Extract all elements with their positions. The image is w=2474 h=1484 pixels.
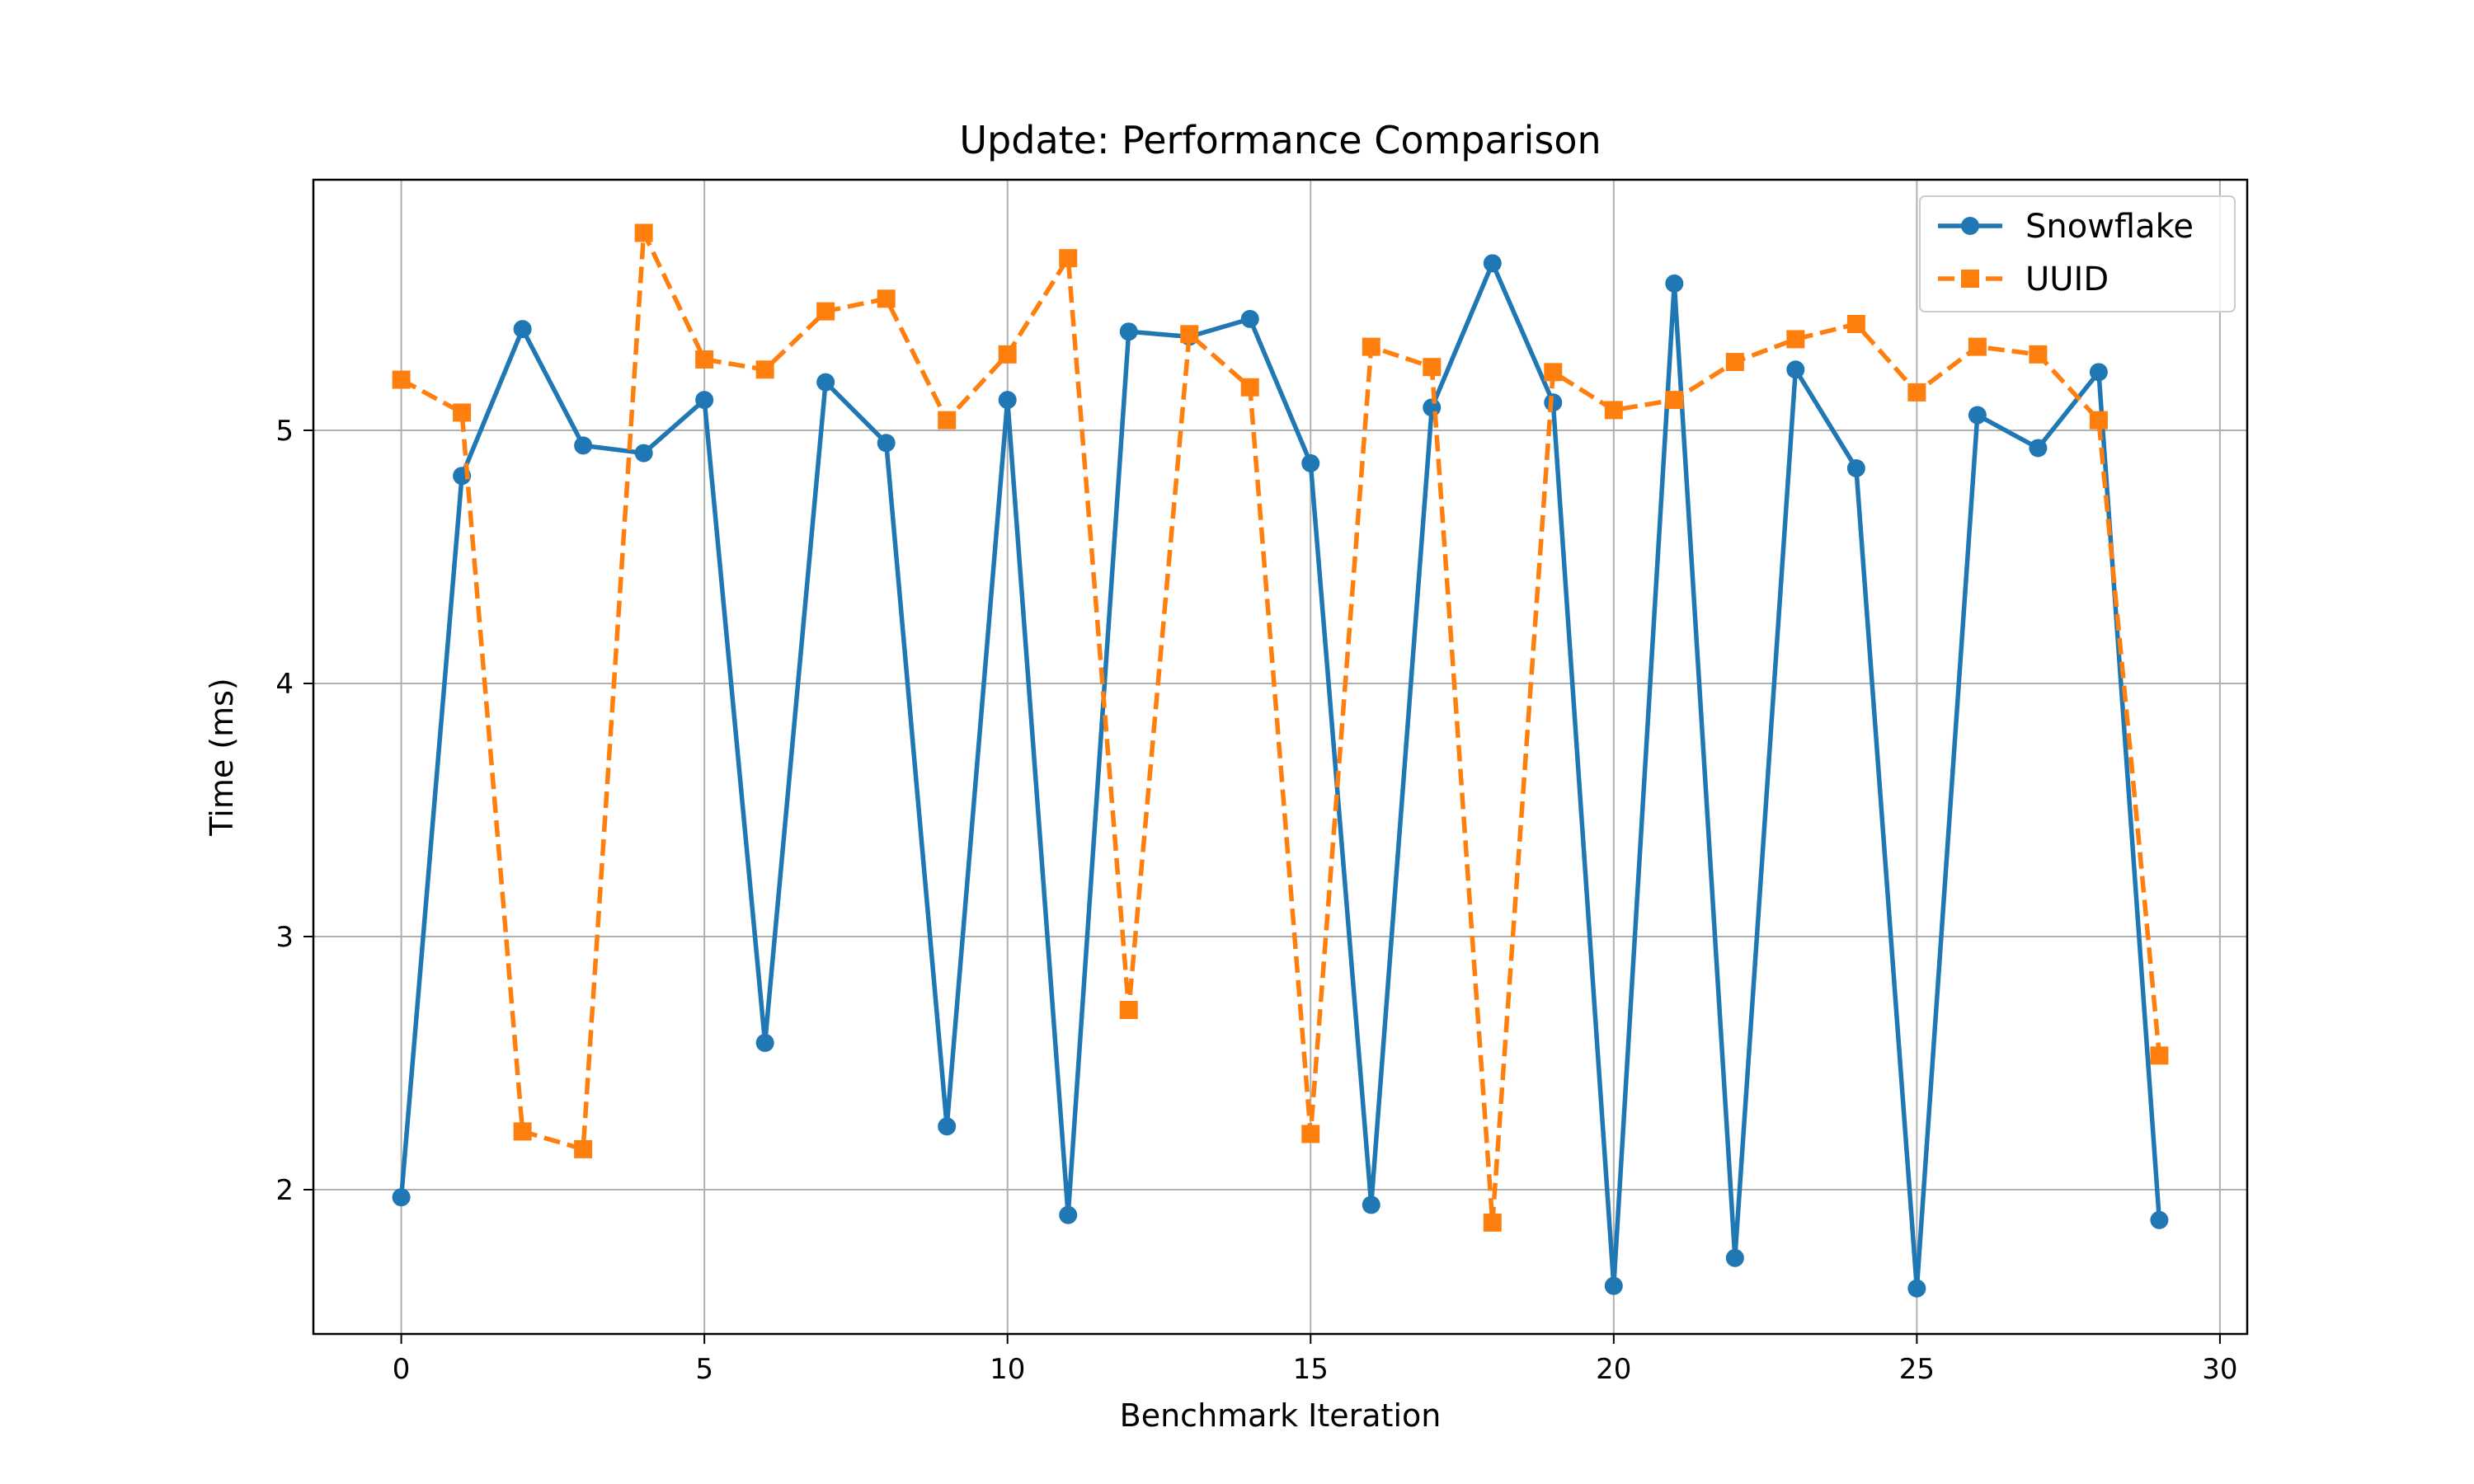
x-tick-label: 15: [1293, 1353, 1329, 1386]
data-point-uuid: [634, 223, 653, 242]
data-point-snowflake: [1119, 322, 1138, 341]
y-tick-label: 4: [275, 668, 294, 701]
data-point-uuid: [755, 360, 774, 379]
chart-title: Update: Performance Comparison: [959, 118, 1601, 162]
data-point-snowflake: [392, 1188, 411, 1207]
y-axis-label: Time (ms): [204, 678, 240, 837]
data-point-uuid: [695, 350, 714, 369]
y-tick-label: 3: [275, 921, 294, 954]
data-point-uuid: [1301, 1125, 1320, 1144]
data-point-snowflake: [755, 1033, 774, 1052]
data-point-snowflake: [2150, 1210, 2169, 1229]
data-point-uuid: [1119, 1001, 1138, 1020]
data-point-snowflake: [1362, 1195, 1380, 1214]
data-point-snowflake: [513, 320, 532, 339]
data-point-uuid: [392, 370, 411, 389]
data-point-snowflake: [1786, 360, 1805, 379]
legend: Snowflake UUID: [1919, 195, 2236, 312]
data-point-snowflake: [1483, 254, 1502, 273]
series-line-snowflake: [398, 261, 2162, 1291]
data-point-uuid: [1423, 358, 1442, 377]
data-point-uuid: [1180, 325, 1199, 344]
y-tick-label: 2: [275, 1174, 294, 1207]
data-point-uuid: [1604, 401, 1623, 420]
data-point-uuid: [938, 411, 957, 430]
data-point-snowflake: [1059, 1205, 1078, 1224]
x-tick-label: 10: [990, 1353, 1025, 1386]
data-point-uuid: [1240, 378, 1259, 397]
data-point-uuid: [816, 302, 835, 321]
ticks: 0 5 10 15 20 25 30 2 3 4 5: [275, 415, 2237, 1386]
data-point-snowflake: [877, 434, 896, 453]
data-point-uuid: [574, 1139, 593, 1158]
grid: [313, 180, 2247, 1334]
data-point-uuid: [1544, 363, 1563, 382]
data-point-uuid: [1725, 353, 1744, 372]
data-point-uuid: [1786, 330, 1805, 349]
data-point-snowflake: [574, 436, 593, 455]
data-point-uuid: [2029, 345, 2048, 364]
data-point-uuid: [1665, 391, 1684, 410]
data-point-uuid: [1907, 383, 1926, 402]
data-point-snowflake: [938, 1117, 957, 1136]
y-tick-label: 5: [275, 415, 294, 448]
data-point-snowflake: [1301, 453, 1320, 472]
legend-swatch-marker: [1961, 270, 1979, 288]
data-point-snowflake: [1423, 398, 1442, 417]
data-point-snowflake: [2029, 439, 2048, 458]
series-layer: [392, 223, 2169, 1298]
legend-label: Snowflake: [2025, 208, 2194, 246]
series-uuid: [392, 223, 2169, 1232]
data-point-snowflake: [1968, 406, 1987, 425]
data-point-snowflake: [1907, 1279, 1926, 1298]
data-point-uuid: [877, 289, 896, 308]
data-point-uuid: [1483, 1213, 1502, 1232]
data-point-snowflake: [998, 391, 1017, 410]
data-point-snowflake: [695, 391, 714, 410]
x-tick-label: 25: [1899, 1353, 1935, 1386]
data-point-snowflake: [816, 373, 835, 392]
data-point-snowflake: [2089, 363, 2108, 382]
x-tick-label: 20: [1596, 1353, 1631, 1386]
plot-frame: [312, 178, 2249, 1336]
data-point-snowflake: [1846, 459, 1865, 477]
data-point-uuid: [998, 345, 1017, 364]
data-point-uuid: [1968, 337, 1987, 356]
x-tick-label: 0: [393, 1353, 411, 1386]
data-point-snowflake: [634, 444, 653, 463]
data-point-uuid: [513, 1122, 532, 1141]
data-point-uuid: [2150, 1046, 2169, 1065]
data-point-uuid: [1059, 249, 1078, 268]
data-point-snowflake: [1725, 1248, 1744, 1267]
x-axis-label: Benchmark Iteration: [1120, 1397, 1442, 1434]
x-tick-label: 30: [2202, 1353, 2237, 1386]
legend-swatch-marker: [1961, 217, 1979, 235]
series-line-uuid: [400, 230, 2162, 1225]
legend-item-uuid: UUID: [1938, 261, 2109, 298]
data-point-snowflake: [1604, 1276, 1623, 1295]
data-point-uuid: [453, 403, 472, 422]
data-point-uuid: [1846, 315, 1865, 333]
data-point-snowflake: [1665, 274, 1684, 293]
data-point-uuid: [2089, 411, 2108, 430]
legend-label: UUID: [2025, 261, 2109, 298]
data-point-snowflake: [1240, 309, 1259, 328]
x-tick-label: 5: [695, 1353, 713, 1386]
data-point-uuid: [1362, 337, 1380, 356]
legend-item-snowflake: Snowflake: [1938, 208, 2194, 246]
